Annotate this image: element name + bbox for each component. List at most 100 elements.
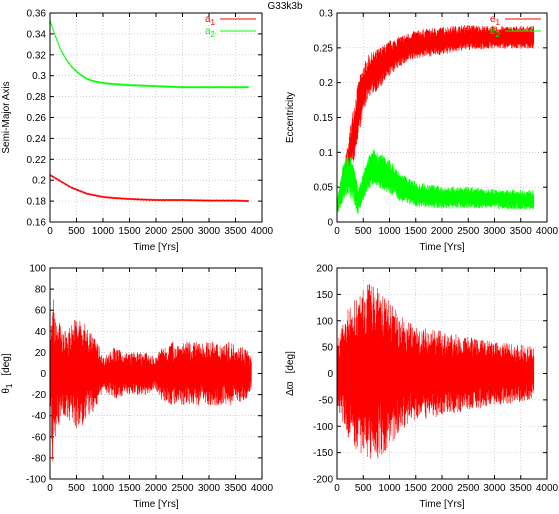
x-tick-label: 1000 xyxy=(92,226,115,237)
y-tick-label: 0.28 xyxy=(27,92,47,103)
y-tick-label: -200 xyxy=(313,475,333,486)
plot-frame xyxy=(336,267,548,480)
y-tick-label: 20 xyxy=(35,348,47,359)
y-axis-label-unit: [deg] xyxy=(285,351,296,373)
x-tick-label: 1500 xyxy=(118,483,141,494)
x-tick-label: 4000 xyxy=(536,483,559,494)
y-tick-label: 0.1 xyxy=(319,148,333,159)
x-tick-label: 2500 xyxy=(171,226,194,237)
series-line-series-0 xyxy=(336,284,535,459)
x-tick-label: 2000 xyxy=(145,226,168,237)
x-tick-label: 2500 xyxy=(457,483,480,494)
y-tick-label: 0.34 xyxy=(27,29,47,40)
x-tick-label: 1500 xyxy=(405,483,428,494)
x-tick-label: 500 xyxy=(68,483,85,494)
y-tick-label: -100 xyxy=(26,475,46,486)
x-tick-label: 1000 xyxy=(92,483,115,494)
y-tick-label: 0.25 xyxy=(314,43,334,54)
x-tick-label: 0 xyxy=(334,483,340,494)
y-axis-label-subscript: 1 xyxy=(5,383,14,388)
plot-frame xyxy=(336,12,548,223)
y-tick-label: 0.2 xyxy=(319,78,333,89)
y-tick-label: 40 xyxy=(35,327,47,338)
y-tick-label: 60 xyxy=(35,306,47,317)
y-axis-label: Semi-Major Axis xyxy=(1,81,12,153)
y-tick-label: 100 xyxy=(316,316,333,327)
x-tick-label: 4000 xyxy=(251,483,274,494)
y-tick-label: 100 xyxy=(29,264,46,275)
figure-title: G33k3b xyxy=(267,1,302,12)
x-tick-label: 2000 xyxy=(145,483,168,494)
y-tick-label: 0.3 xyxy=(32,71,46,82)
y-tick-label: -80 xyxy=(32,453,47,464)
y-tick-label: 0.22 xyxy=(27,155,47,166)
legend-label-subscript: 2 xyxy=(211,30,216,39)
x-tick-label: 0 xyxy=(47,226,53,237)
x-tick-label: 3500 xyxy=(224,483,247,494)
y-tick-label: 80 xyxy=(35,285,47,296)
legend-label-base: e xyxy=(490,26,496,37)
y-axis-label-symbol: θ xyxy=(1,388,12,394)
y-tick-label: 0.18 xyxy=(27,197,47,208)
y-tick-label: 0.26 xyxy=(27,113,47,124)
x-tick-label: 3500 xyxy=(510,483,533,494)
legend-label: a2 xyxy=(205,26,216,39)
x-tick-label: 500 xyxy=(68,226,85,237)
y-tick-label: 50 xyxy=(322,343,334,354)
series-line-e2 xyxy=(336,149,535,215)
x-tick-label: 2000 xyxy=(431,483,454,494)
x-tick-label: 3000 xyxy=(483,226,506,237)
y-axis-label: θ1 [deg] xyxy=(1,353,14,393)
x-tick-label: 500 xyxy=(355,226,372,237)
legend-label-base: a xyxy=(205,26,211,37)
y-tick-label: 0 xyxy=(327,369,333,380)
x-tick-label: 1500 xyxy=(405,226,428,237)
x-tick-label: 1000 xyxy=(378,226,401,237)
x-tick-label: 500 xyxy=(355,483,372,494)
panels: 0 500 1000 1500 2000 2500 3000 3500 40000.160.18… xyxy=(1,9,559,511)
chart-panel-eccentricity: 0 500 1000 1500 2000 2500 3000 3500 4000 0 0.05 0.1… xyxy=(285,9,559,254)
x-tick-label: 3500 xyxy=(510,226,533,237)
y-tick-label: 0.24 xyxy=(27,134,47,145)
y-tick-label: -40 xyxy=(32,411,47,422)
x-tick-label: 1500 xyxy=(118,226,141,237)
series-line-a2 xyxy=(49,19,250,89)
x-tick-label: 1000 xyxy=(378,483,401,494)
x-axis-label: Time [Yrs] xyxy=(133,499,178,510)
x-tick-label: 4000 xyxy=(536,226,559,237)
x-tick-label: 2500 xyxy=(457,226,480,237)
y-tick-label: 0.3 xyxy=(319,9,333,20)
series-line-a1 xyxy=(49,173,250,203)
y-tick-label: 0.32 xyxy=(27,50,47,61)
legend-label: e2 xyxy=(490,26,501,39)
y-tick-label: -20 xyxy=(32,390,47,401)
x-axis-label: Time [Yrs] xyxy=(133,242,178,253)
x-tick-label: 3000 xyxy=(483,483,506,494)
legend-label: a1 xyxy=(205,14,216,27)
chart-panel-semi-major-axis: 0 500 1000 1500 2000 2500 3000 3500 4000 0.16 0.18… xyxy=(1,9,274,254)
y-tick-label: -100 xyxy=(313,422,333,433)
chart-panel-delta-varpi: 0 500 1000 1500 2000 2500 3000 3500 4000-200-150… xyxy=(285,264,559,511)
y-axis-label: Δϖ [deg] xyxy=(285,351,296,396)
legend-label-subscript: 1 xyxy=(496,18,501,27)
series-line-e1 xyxy=(336,25,535,215)
y-tick-label: 150 xyxy=(316,290,333,301)
y-axis-label-unit: [deg] xyxy=(1,353,12,375)
y-tick-label: 0.2 xyxy=(32,176,46,187)
x-tick-label: 3000 xyxy=(198,483,221,494)
series-line-series-0 xyxy=(49,299,252,462)
x-tick-label: 0 xyxy=(47,483,53,494)
x-tick-label: 3000 xyxy=(198,226,221,237)
y-axis-label-symbol: Δϖ xyxy=(285,381,296,396)
x-tick-label: 2000 xyxy=(431,226,454,237)
x-tick-label: 3500 xyxy=(224,226,247,237)
y-tick-label: 0.36 xyxy=(27,9,47,20)
y-tick-label: 0.05 xyxy=(314,183,334,194)
x-tick-label: 4000 xyxy=(251,226,274,237)
y-axis-label: Eccentricity xyxy=(285,92,296,143)
x-tick-label: 2500 xyxy=(171,483,194,494)
y-tick-label: -60 xyxy=(32,432,47,443)
y-tick-label: -50 xyxy=(319,395,334,406)
y-tick-label: 200 xyxy=(316,264,333,275)
